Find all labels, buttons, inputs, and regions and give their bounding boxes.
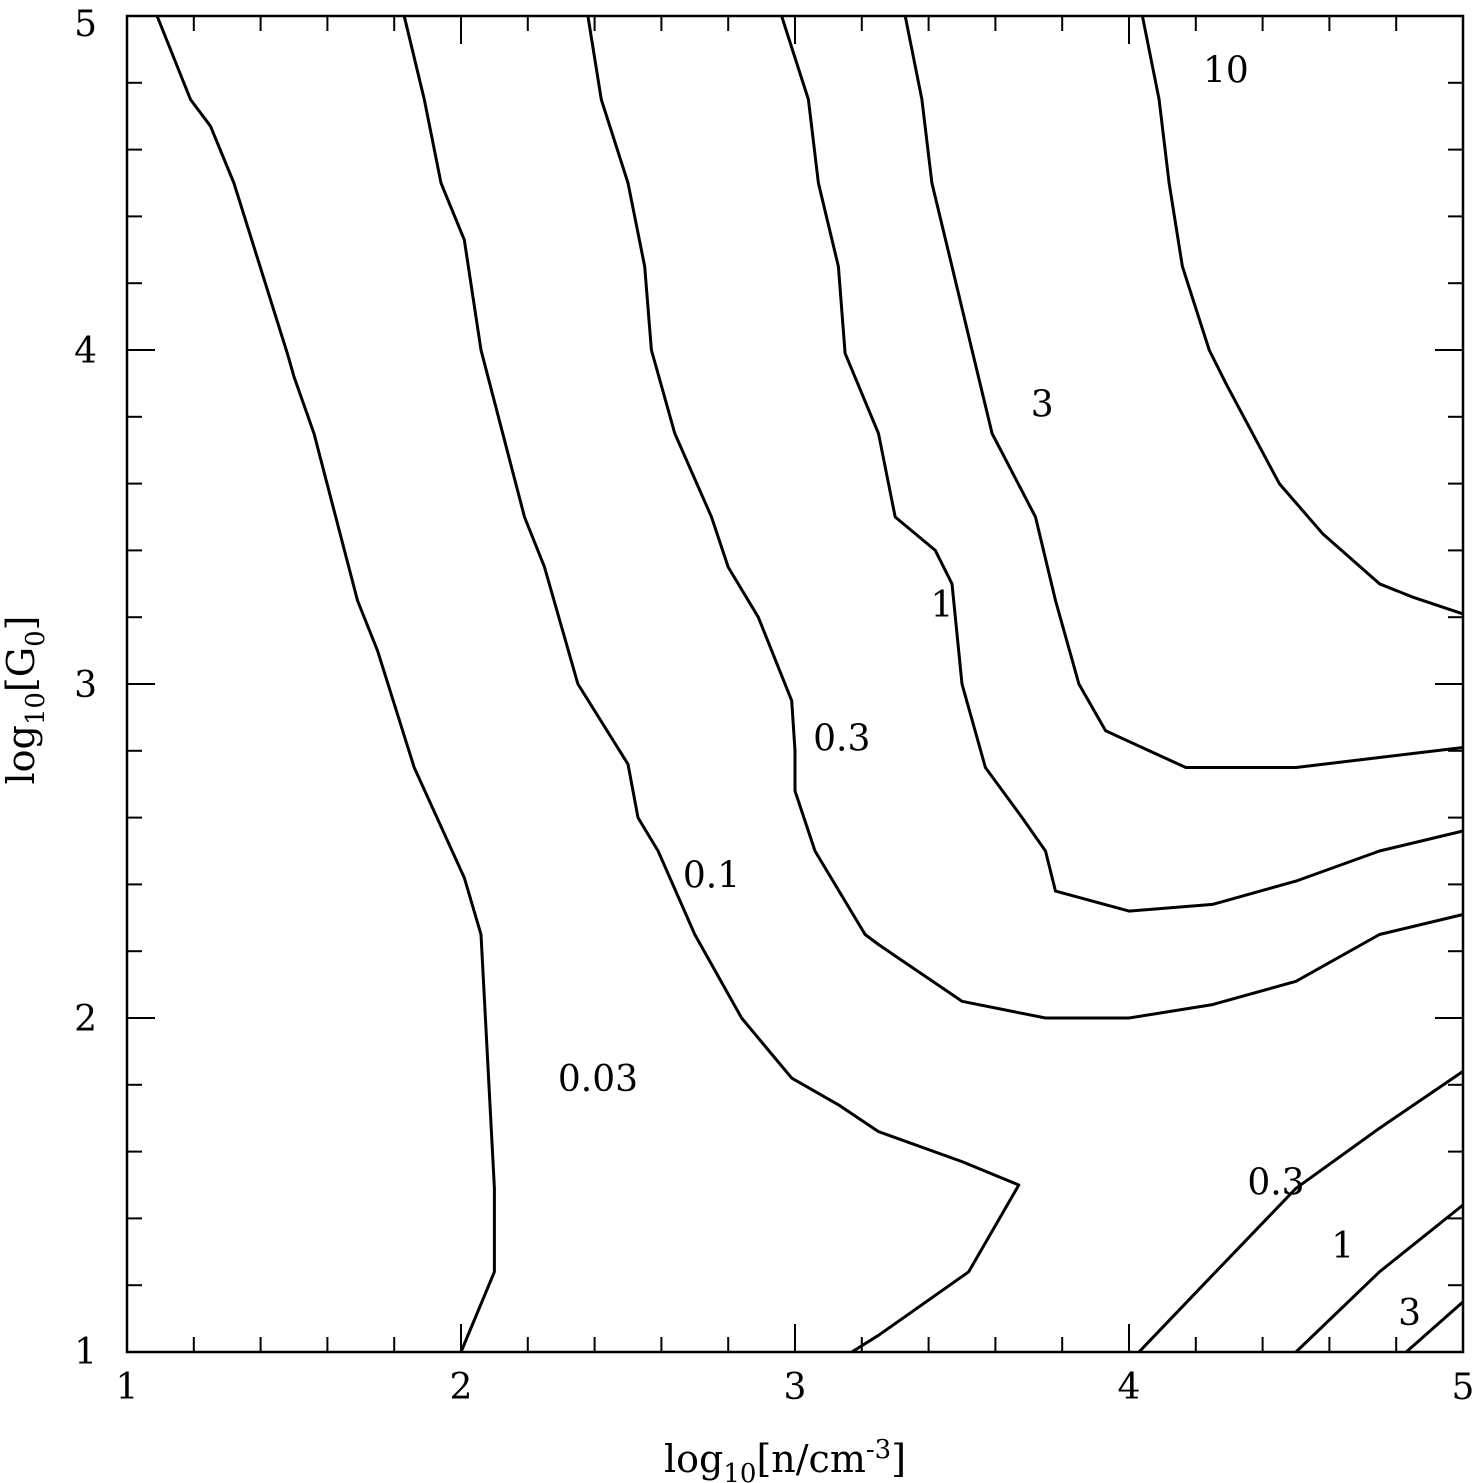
x-tick-label: 3 [784,1367,807,1408]
contour-label: 1 [1331,1226,1354,1267]
x-axis-label: log10[n/cm-3] [664,1435,906,1483]
contour-line-3 [903,15,1464,769]
contour-line-0.3 [1137,1070,1464,1354]
contour-line-0.3 [586,15,1464,1020]
x-tick-label: 1 [116,1367,139,1408]
y-tick-label: 2 [74,999,97,1040]
y-tick-label: 3 [74,665,97,706]
contour-label: 3 [1031,384,1054,425]
contour-line-0.1 [402,15,1021,1354]
contour-line-1 [1294,1203,1464,1354]
contour-label: 0.03 [558,1059,638,1100]
axis-ticks [126,15,1464,1353]
contour-label: 10 [1203,50,1249,91]
contour-lines [155,15,1464,1354]
plot-frame [125,14,1465,1354]
contour-label: 0.3 [1247,1163,1304,1204]
x-tick-label: 2 [450,1367,473,1408]
y-tick-label: 5 [74,4,97,45]
contour-label: 1 [931,585,954,626]
contour-line-0.03 [155,15,496,1353]
contour-line-10 [1140,15,1464,616]
x-tick-label: 4 [1118,1367,1141,1408]
contour-line-1 [780,15,1464,913]
y-tick-label: 4 [74,331,97,372]
y-axis-label: log10[G0] [0,615,51,784]
contour-label: 0.1 [683,855,740,896]
contour-line-3 [1405,1300,1464,1354]
y-tick-label: 1 [74,1332,97,1373]
contour-label: 3 [1398,1293,1421,1334]
contour-label: 0.3 [813,718,870,759]
contour-labels: 0.03 0.1 0.3 1 3 10 0.3 1 3 [558,50,1421,1333]
x-tick-label: 5 [1452,1367,1475,1408]
tick-labels: 1 2 3 4 5 1 2 3 4 5 [74,4,1474,1408]
